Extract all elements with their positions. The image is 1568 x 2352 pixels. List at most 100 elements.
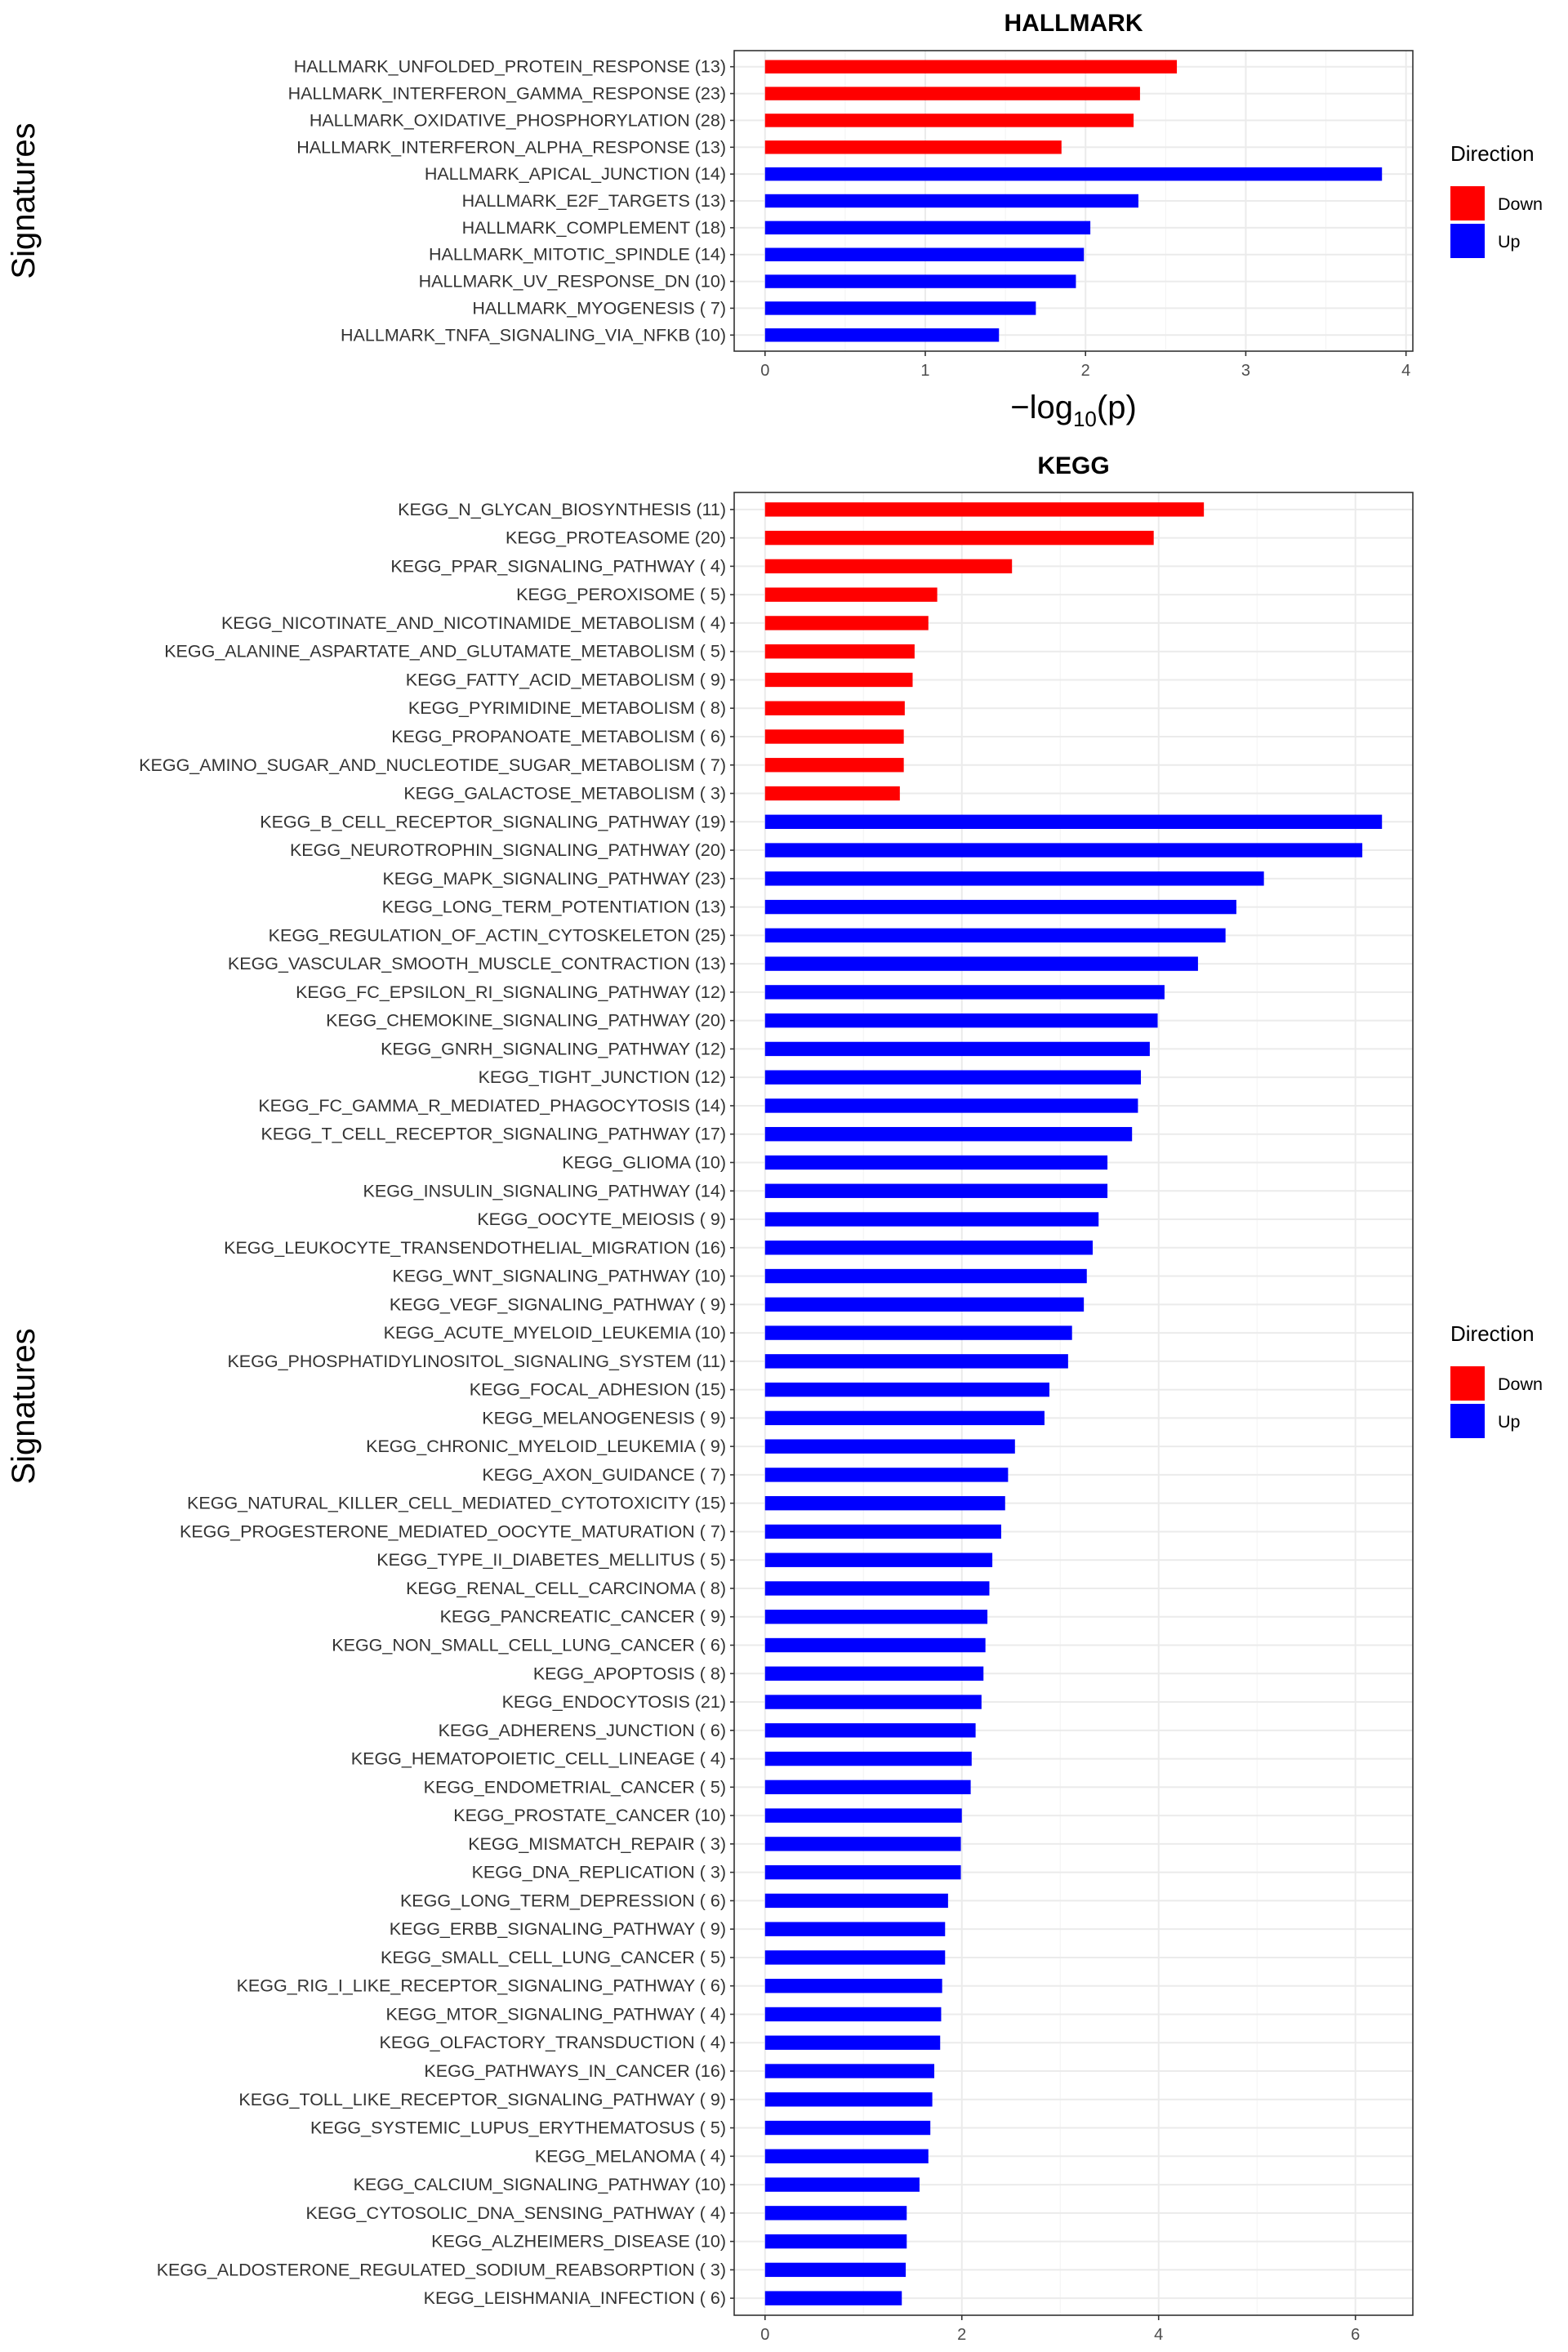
chart-kegg-bar-label: KEGG_SYSTEMIC_LUPUS_ERYTHEMATOSUS ( 5) (310, 2118, 726, 2138)
chart-kegg-bar (764, 1893, 948, 1909)
chart-kegg-bar-label: KEGG_GNRH_SIGNALING_PATHWAY (12) (381, 1039, 726, 1058)
chart-hallmark-legend: Direction Down Up (1450, 141, 1543, 258)
chart-hallmark-xtick-label: 2 (1081, 362, 1090, 380)
chart-kegg-bar-label: KEGG_NEUROTROPHIN_SIGNALING_PATHWAY (20) (290, 840, 726, 860)
chart-hallmark-legend-key-up (1450, 224, 1485, 258)
chart-hallmark-bar-label: HALLMARK_MYOGENESIS ( 7) (472, 298, 726, 318)
chart-kegg-bar-label: KEGG_PANCREATIC_CANCER ( 9) (440, 1607, 726, 1627)
chart-kegg-legend-key-down (1450, 1366, 1485, 1401)
chart-kegg-bar (764, 871, 1264, 886)
chart-hallmark-bar (764, 140, 1062, 154)
chart-hallmark-bar-label: HALLMARK_OXIDATIVE_PHOSPHORYLATION (28) (310, 110, 726, 130)
chart-kegg-bar (764, 1241, 1093, 1255)
chart-kegg-bar (764, 1495, 1005, 1511)
chart-kegg-bar (764, 559, 1013, 574)
chart-kegg-bar-label: KEGG_VASCULAR_SMOOTH_MUSCLE_CONTRACTION … (228, 954, 726, 973)
chart-kegg-bar-label: KEGG_FC_GAMMA_R_MEDIATED_PHAGOCYTOSIS (1… (258, 1096, 726, 1116)
chart-kegg-bar (764, 1268, 1087, 1284)
chart-kegg-bar-label: KEGG_ENDOCYTOSIS (21) (502, 1692, 726, 1712)
chart-kegg-bar-label: KEGG_LEISHMANIA_INFECTION ( 6) (424, 2288, 726, 2308)
chart-kegg-bar-label: KEGG_GALACTOSE_METABOLISM ( 3) (403, 784, 726, 804)
chart-hallmark-bar-label: HALLMARK_UNFOLDED_PROTEIN_RESPONSE (13) (294, 57, 726, 77)
chart-kegg-bar (764, 1013, 1158, 1028)
chart-kegg-bar (764, 758, 904, 773)
chart-kegg-bar-label: KEGG_CYTOSOLIC_DNA_SENSING_PATHWAY ( 4) (305, 2203, 726, 2223)
chart-kegg-bar-label: KEGG_WNT_SIGNALING_PATHWAY (10) (392, 1267, 726, 1286)
chart-kegg-xtick-label: 6 (1351, 2326, 1360, 2344)
chart-kegg-bar (764, 1837, 961, 1851)
chart-kegg-bar-label: KEGG_AMINO_SUGAR_AND_NUCLEOTIDE_SUGAR_ME… (139, 755, 726, 775)
chart-kegg-bar (764, 1439, 1015, 1454)
chart-kegg-bar (764, 2035, 941, 2050)
chart-hallmark-bar-label: HALLMARK_TNFA_SIGNALING_VIA_NFKB (10) (341, 325, 726, 345)
chart-kegg-bar (764, 1183, 1108, 1198)
chart-kegg-panel-border (733, 492, 1414, 2316)
chart-hallmark-bar (764, 274, 1076, 288)
chart-kegg-bar-label: KEGG_FOCAL_ADHESION (15) (470, 1380, 726, 1400)
chart-kegg-bar (764, 1666, 984, 1681)
chart-kegg-bar (764, 2177, 920, 2192)
chart-kegg-bar-label: KEGG_HEMATOPOIETIC_CELL_LINEAGE ( 4) (351, 1749, 726, 1769)
chart-kegg-bar-label: KEGG_ALZHEIMERS_DISEASE (10) (431, 2232, 726, 2252)
chart-kegg-xtick-label: 0 (760, 2326, 769, 2344)
chart-kegg-bar-label: KEGG_LONG_TERM_POTENTIATION (13) (382, 898, 726, 917)
chart-kegg-legend-key-up (1450, 1404, 1485, 1438)
chart-kegg-bar-label: KEGG_FC_EPSILON_RI_SIGNALING_PATHWAY (12… (296, 982, 726, 1002)
chart-kegg-bar-label: KEGG_PATHWAYS_IN_CANCER (16) (424, 2061, 726, 2081)
chart-kegg-bar (764, 1751, 972, 1766)
chart-kegg-bar-label: KEGG_MELANOGENESIS ( 9) (482, 1408, 726, 1428)
chart-kegg-bar (764, 899, 1236, 915)
chart-kegg-bar (764, 1610, 988, 1624)
chart-kegg-bar (764, 672, 913, 688)
chart-kegg-bar-label: KEGG_CHEMOKINE_SIGNALING_PATHWAY (20) (326, 1011, 726, 1031)
chart-kegg-bar (764, 1297, 1085, 1312)
chart-kegg-bar (764, 1098, 1138, 1113)
chart-kegg-bar (764, 530, 1154, 546)
chart-kegg-bar-label: KEGG_SMALL_CELL_LUNG_CANCER ( 5) (381, 1948, 726, 1967)
chart-hallmark-bar-label: HALLMARK_UV_RESPONSE_DN (10) (419, 272, 726, 292)
chart-hallmark-legend-label: Up (1498, 232, 1521, 252)
chart-hallmark-title: HALLMARK (1004, 10, 1143, 37)
chart-kegg-bar (764, 1041, 1150, 1057)
chart-kegg-bar-label: KEGG_ACUTE_MYELOID_LEUKEMIA (10) (384, 1323, 726, 1343)
chart-kegg-bar-label: KEGG_PROSTATE_CANCER (10) (453, 1806, 726, 1825)
chart-kegg-bar (764, 701, 905, 715)
chart-kegg-bar (764, 1922, 946, 1936)
chart-kegg-bar-label: KEGG_MELANOMA ( 4) (535, 2146, 726, 2166)
chart-kegg-bar-label: KEGG_RENAL_CELL_CARCINOMA ( 8) (406, 1579, 726, 1598)
chart-kegg-bar (764, 2206, 907, 2221)
chart-kegg-title: KEGG (1037, 452, 1109, 479)
chart-hallmark-xtick-label: 1 (920, 362, 929, 380)
chart-kegg-bar (764, 587, 938, 602)
chart-kegg-bar (764, 2007, 942, 2022)
chart-kegg-bar-label: KEGG_TOLL_LIKE_RECEPTOR_SIGNALING_PATHWA… (238, 2090, 726, 2109)
chart-hallmark-xtick-label: 3 (1241, 362, 1250, 380)
chart-hallmark-bar (764, 60, 1178, 74)
chart-hallmark-bar (764, 167, 1383, 181)
chart-kegg-bar (764, 786, 900, 801)
chart-kegg-bar (764, 502, 1205, 517)
chart-kegg-bar-label: KEGG_OLFACTORY_TRANSDUCTION ( 4) (379, 2033, 726, 2052)
chart-kegg-bar (764, 1808, 962, 1823)
chart-kegg-bar-label: KEGG_PROTEASOME (20) (506, 528, 726, 548)
chart-kegg-legend-label: Up (1498, 1412, 1521, 1432)
chart-kegg-legend-label: Down (1498, 1374, 1543, 1394)
chart-kegg-y-axis-title: Signatures (6, 1328, 42, 1484)
chart-kegg-bar-label: KEGG_TIGHT_JUNCTION (12) (479, 1067, 726, 1087)
chart-kegg-bar (764, 1155, 1108, 1170)
chart-kegg-legend: Direction Down Up (1450, 1321, 1543, 1438)
chart-kegg-bar-label: KEGG_OOCYTE_MEIOSIS ( 9) (477, 1209, 726, 1229)
chart-kegg-bar (764, 1780, 971, 1795)
chart-kegg-bar (764, 1695, 982, 1709)
chart-hallmark-bar-label: HALLMARK_INTERFERON_GAMMA_RESPONSE (23) (288, 84, 726, 104)
chart-kegg-bar (764, 2092, 933, 2107)
chart-hallmark-y-axis-title: Signatures (6, 122, 42, 278)
chart-kegg-bar-label: KEGG_APOPTOSIS ( 8) (533, 1664, 726, 1683)
chart-hallmark-bar (764, 328, 1000, 342)
chart-kegg-bar-label: KEGG_PPAR_SIGNALING_PATHWAY ( 4) (390, 556, 726, 576)
chart-kegg-bar (764, 1524, 1001, 1539)
chart-kegg-bar-label: KEGG_RIG_I_LIKE_RECEPTOR_SIGNALING_PATHW… (237, 1976, 726, 1996)
chart-kegg-bar-label: KEGG_MISMATCH_REPAIR ( 3) (468, 1834, 726, 1854)
chart-kegg-bar (764, 1637, 986, 1653)
